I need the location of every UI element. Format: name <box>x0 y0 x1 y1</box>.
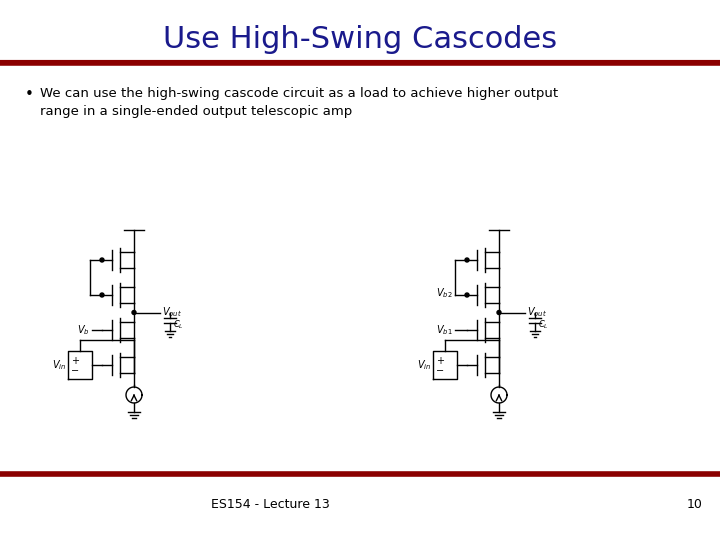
Text: We can use the high-swing cascode circuit as a load to achieve higher output
ran: We can use the high-swing cascode circui… <box>40 87 558 118</box>
Text: $C_L$: $C_L$ <box>173 318 184 330</box>
Text: 10: 10 <box>687 498 703 511</box>
Text: $V_{out}$: $V_{out}$ <box>162 306 182 319</box>
Text: $V_b$: $V_b$ <box>77 323 90 337</box>
Text: +: + <box>436 356 444 366</box>
Text: $V_{in}$: $V_{in}$ <box>417 358 431 372</box>
Text: $-$: $-$ <box>71 364 80 374</box>
Circle shape <box>132 310 136 314</box>
Text: •: • <box>25 87 34 102</box>
Text: $V_{b2}$: $V_{b2}$ <box>436 286 453 300</box>
Circle shape <box>100 258 104 262</box>
Text: $V_{out}$: $V_{out}$ <box>527 306 547 319</box>
Text: $V_{in}$: $V_{in}$ <box>52 358 66 372</box>
Text: ES154 - Lecture 13: ES154 - Lecture 13 <box>211 498 329 511</box>
Text: $C_L$: $C_L$ <box>538 318 549 330</box>
Text: $V_{b1}$: $V_{b1}$ <box>436 323 453 337</box>
Circle shape <box>465 293 469 297</box>
Circle shape <box>497 310 501 314</box>
Text: Use High-Swing Cascodes: Use High-Swing Cascodes <box>163 25 557 55</box>
Text: $-$: $-$ <box>436 364 444 374</box>
Text: +: + <box>71 356 79 366</box>
Circle shape <box>465 258 469 262</box>
Circle shape <box>100 293 104 297</box>
